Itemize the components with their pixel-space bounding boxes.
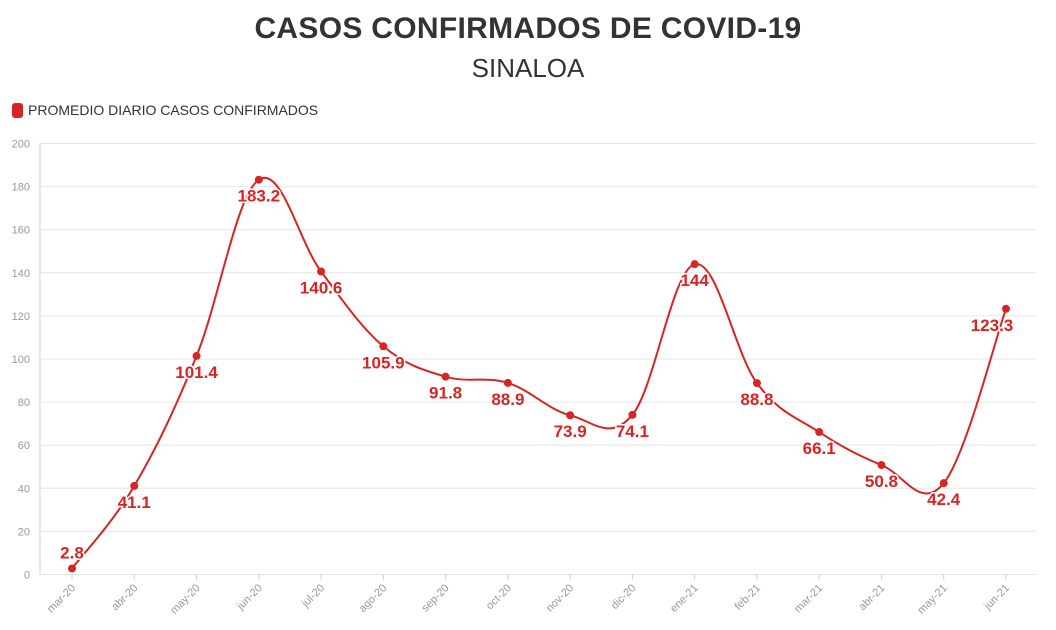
- legend-label: PROMEDIO DIARIO CASOS CONFIRMADOS: [28, 102, 319, 118]
- chart-title: CASOS CONFIRMADOS DE COVID-19: [254, 12, 802, 45]
- y-tick-label: 200: [12, 139, 30, 151]
- data-label: 91.8: [429, 384, 462, 403]
- data-label: 105.9: [362, 353, 405, 372]
- data-point: [130, 481, 139, 490]
- x-tick-label: may-20: [168, 582, 202, 616]
- x-tick-label: ago-20: [357, 582, 390, 615]
- legend-swatch: [12, 102, 23, 118]
- x-tick-label: abr-21: [857, 582, 888, 613]
- y-tick-label: 40: [18, 483, 30, 495]
- data-label: 42.4: [927, 490, 961, 509]
- data-label: 101.4: [175, 363, 218, 382]
- data-point: [379, 342, 388, 351]
- data-label: 144: [680, 271, 709, 290]
- y-tick-label: 160: [12, 225, 30, 237]
- x-tick-label: oct-20: [484, 582, 514, 612]
- data-label: 73.9: [554, 422, 587, 441]
- x-tick-label: abr-20: [109, 582, 140, 613]
- data-point: [192, 351, 201, 360]
- data-label: 50.8: [865, 472, 898, 491]
- data-point: [441, 372, 450, 381]
- data-label: 2.8: [60, 543, 84, 562]
- series-line: [71, 176, 1007, 570]
- chart-subtitle: SINALOA: [471, 53, 585, 83]
- data-point: [566, 411, 575, 420]
- data-label: 183.2: [238, 187, 281, 206]
- data-point: [877, 461, 886, 470]
- data-point: [628, 410, 637, 419]
- x-tick-label: sep-20: [419, 582, 451, 614]
- data-label: 140.6: [300, 279, 343, 298]
- x-tick-label: feb-21: [733, 582, 764, 613]
- legend[interactable]: PROMEDIO DIARIO CASOS CONFIRMADOS: [12, 102, 318, 118]
- data-point: [939, 479, 948, 488]
- y-tick-label: 0: [24, 570, 30, 582]
- y-tick-label: 140: [12, 268, 30, 280]
- x-tick-label: dic-20: [609, 582, 639, 612]
- data-label: 41.1: [118, 493, 151, 512]
- x-tick-label: jun-20: [234, 582, 265, 613]
- x-tick-label: mar-20: [45, 582, 78, 615]
- data-point: [503, 378, 512, 387]
- x-tick-label: jul-20: [299, 582, 327, 610]
- x-tick-label: jun-21: [981, 582, 1012, 613]
- y-tick-label: 80: [18, 397, 30, 409]
- data-point: [1002, 304, 1010, 313]
- y-tick-label: 20: [18, 526, 30, 538]
- data-label: 123.3: [971, 316, 1014, 335]
- y-tick-label: 180: [12, 182, 30, 194]
- x-tick-label: ene-21: [668, 582, 701, 615]
- x-tick-label: nov-20: [544, 582, 576, 614]
- data-label: 74.1: [616, 422, 649, 441]
- data-label: 88.9: [491, 390, 524, 409]
- data-label: 88.8: [740, 390, 773, 409]
- x-tick-label: may-21: [915, 582, 949, 616]
- data-point: [815, 428, 824, 437]
- y-tick-label: 120: [12, 311, 30, 323]
- y-tick-label: 100: [12, 354, 30, 366]
- data-point: [690, 260, 699, 269]
- data-point: [254, 175, 263, 184]
- data-label: 66.1: [803, 439, 836, 458]
- data-point: [317, 267, 326, 276]
- y-tick-label: 60: [18, 440, 30, 452]
- x-tick-label: mar-21: [792, 582, 825, 615]
- data-point: [752, 379, 761, 388]
- data-point: [68, 564, 76, 573]
